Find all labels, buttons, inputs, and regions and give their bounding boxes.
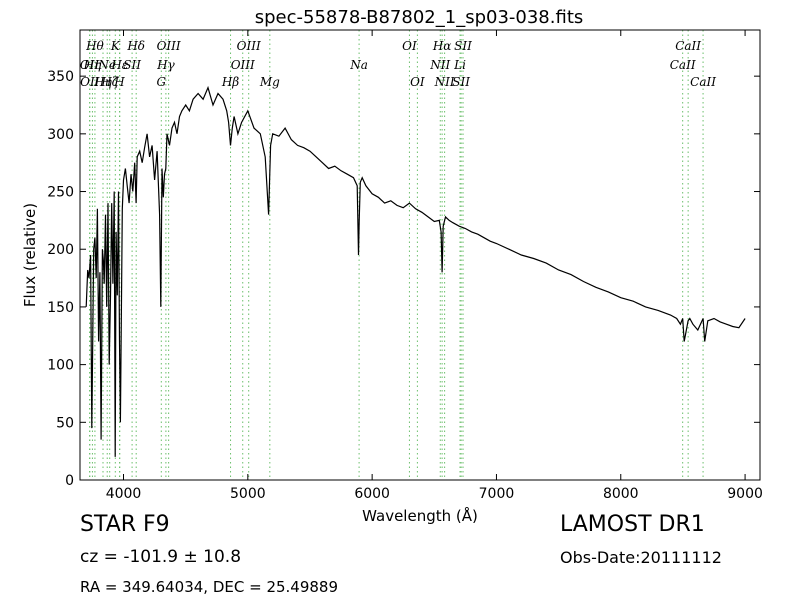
spectral-line-label: Hα — [432, 39, 452, 53]
spectral-line-label: K — [110, 39, 121, 53]
y-tick-label: 200 — [47, 242, 74, 258]
plot-frame — [79, 29, 761, 481]
x-tick-label: 4000 — [106, 486, 142, 502]
spectral-line-label: NII — [434, 75, 455, 89]
spectral-line-label: Hε — [110, 58, 128, 72]
spectral-line-label: CaII — [670, 58, 696, 72]
x-tick-label: 8000 — [603, 486, 639, 502]
y-tick-label: 250 — [47, 185, 74, 201]
observation-date: Obs-Date:20111112 — [560, 548, 722, 567]
y-tick-label: 150 — [47, 300, 74, 316]
redshift-text: cz = -101.9 ± 10.8 — [80, 547, 242, 567]
spectral-line-label: Hη — [83, 58, 102, 72]
object-class: STAR F9 — [80, 512, 170, 537]
y-tick-label: 50 — [56, 415, 74, 431]
spectral-line-label: G — [157, 75, 167, 89]
chart-title: spec-55878-B87802_1_sp03-038.fits — [255, 7, 584, 28]
y-tick-label: 0 — [65, 473, 74, 489]
spectral-line-label: OI — [410, 75, 425, 89]
y-tick-label: 300 — [47, 127, 74, 143]
spectral-line-label: Hζ — [100, 75, 119, 89]
spectral-line-label: OIII — [231, 58, 255, 72]
spectral-line-label: Mg — [259, 75, 280, 89]
spectral-line-label: Hθ — [85, 39, 104, 53]
spectral-line-label: NII — [429, 58, 450, 72]
spectral-line-label: OII — [80, 75, 100, 89]
spectral-line-label: CaII — [690, 75, 716, 89]
spectral-line-label: Hη — [93, 75, 112, 89]
spectral-line-label: OIII — [237, 39, 261, 53]
spectral-line-label: Hγ — [156, 58, 175, 72]
spectral-line-label: OI — [402, 39, 417, 53]
x-tick-label: 6000 — [354, 486, 390, 502]
spectral-line-label: CaII — [675, 39, 701, 53]
flux-series-line — [85, 85, 746, 457]
spectral-line-label: H — [113, 75, 125, 89]
spectral-line-label: OIII — [157, 39, 181, 53]
spectral-line-label: Na — [349, 58, 368, 72]
spectral-line-label: OII — [80, 58, 100, 72]
y-tick-label: 100 — [47, 358, 74, 374]
y-tick-label: 350 — [47, 69, 74, 85]
x-tick-label: 9000 — [727, 486, 763, 502]
ra-dec-text: RA = 349.64034, DEC = 25.49889 — [80, 578, 339, 596]
y-axis-ticks: 0 50 100 150 200 250 300 350 — [47, 69, 760, 489]
spectral-line-label: SII — [454, 39, 472, 53]
x-axis-ticks: 4000 5000 6000 7000 8000 9000 — [106, 30, 763, 502]
spectral-line-markers — [89, 30, 704, 480]
y-axis-label: Flux (relative) — [21, 203, 39, 307]
spectral-line-label: Hδ — [126, 39, 145, 53]
spectral-line-label: SII — [452, 75, 470, 89]
spectral-line-label: Li — [453, 58, 466, 72]
spectral-line-label: Ne — [97, 58, 116, 72]
spectral-line-labels: OIIOIIHηHθHηNeHζKHHεSIIHδGHγOIIIHβOIIIOI… — [80, 39, 716, 89]
x-axis-label: Wavelength (Å) — [362, 506, 478, 525]
spectral-line-label: Hβ — [221, 75, 239, 89]
x-tick-label: 5000 — [230, 486, 266, 502]
survey-name: LAMOST DR1 — [560, 512, 705, 537]
spectral-line-label: SII — [123, 58, 141, 72]
x-tick-label: 7000 — [479, 486, 515, 502]
